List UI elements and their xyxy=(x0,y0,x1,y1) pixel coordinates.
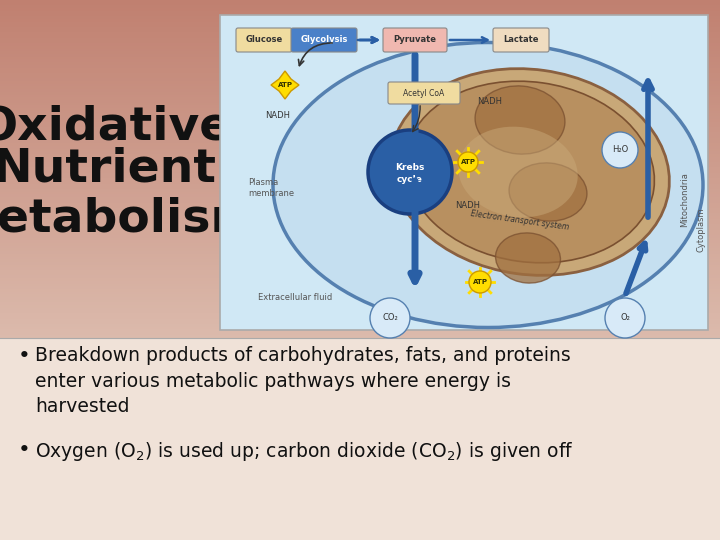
Text: Lactate: Lactate xyxy=(503,36,539,44)
Text: Electron transport system: Electron transport system xyxy=(470,208,570,231)
FancyBboxPatch shape xyxy=(220,15,708,330)
Text: ATP: ATP xyxy=(461,159,475,165)
FancyBboxPatch shape xyxy=(236,28,292,52)
Text: •: • xyxy=(18,346,31,366)
Text: cycle: cycle xyxy=(397,176,423,185)
Ellipse shape xyxy=(273,43,703,327)
Text: NADH: NADH xyxy=(456,200,480,210)
Text: NADH: NADH xyxy=(477,98,503,106)
Ellipse shape xyxy=(475,86,565,154)
FancyBboxPatch shape xyxy=(383,28,447,52)
Text: Nutrient: Nutrient xyxy=(0,147,217,192)
Text: CO₂: CO₂ xyxy=(382,314,398,322)
Circle shape xyxy=(469,271,491,293)
FancyBboxPatch shape xyxy=(388,82,460,104)
Text: Mitochondria: Mitochondria xyxy=(680,173,689,227)
Ellipse shape xyxy=(405,81,654,263)
Text: Glucose: Glucose xyxy=(246,36,283,44)
Text: O₂: O₂ xyxy=(620,314,630,322)
Text: Metabolism: Metabolism xyxy=(0,197,260,242)
Text: ATP: ATP xyxy=(472,279,487,285)
Circle shape xyxy=(368,130,452,214)
Circle shape xyxy=(602,132,638,168)
FancyBboxPatch shape xyxy=(291,28,357,52)
Circle shape xyxy=(605,298,645,338)
Ellipse shape xyxy=(458,127,577,217)
Text: •: • xyxy=(18,440,31,460)
Circle shape xyxy=(370,298,410,338)
Text: Cytoplasm: Cytoplasm xyxy=(697,208,706,252)
Text: Oxygen (O$_2$) is used up; carbon dioxide (CO$_2$) is given off: Oxygen (O$_2$) is used up; carbon dioxid… xyxy=(35,440,574,463)
Text: NADH: NADH xyxy=(266,111,290,119)
Circle shape xyxy=(458,152,478,172)
Text: Plasma
membrane: Plasma membrane xyxy=(248,178,294,198)
Text: Pyruvate: Pyruvate xyxy=(394,36,436,44)
Polygon shape xyxy=(271,71,299,99)
Ellipse shape xyxy=(391,69,670,275)
Text: Acetyl CoA: Acetyl CoA xyxy=(403,89,445,98)
Ellipse shape xyxy=(495,233,560,283)
Ellipse shape xyxy=(509,163,587,221)
Text: Breakdown products of carbohydrates, fats, and proteins
enter various metabolic : Breakdown products of carbohydrates, fat… xyxy=(35,346,571,416)
Text: H₂O: H₂O xyxy=(612,145,628,154)
FancyBboxPatch shape xyxy=(493,28,549,52)
Text: Oxidative: Oxidative xyxy=(0,105,232,150)
Text: Glycolysis: Glycolysis xyxy=(300,36,348,44)
Text: Krebs: Krebs xyxy=(395,163,425,172)
Text: ATP: ATP xyxy=(277,82,292,88)
Text: Extracellular fluid: Extracellular fluid xyxy=(258,294,332,302)
